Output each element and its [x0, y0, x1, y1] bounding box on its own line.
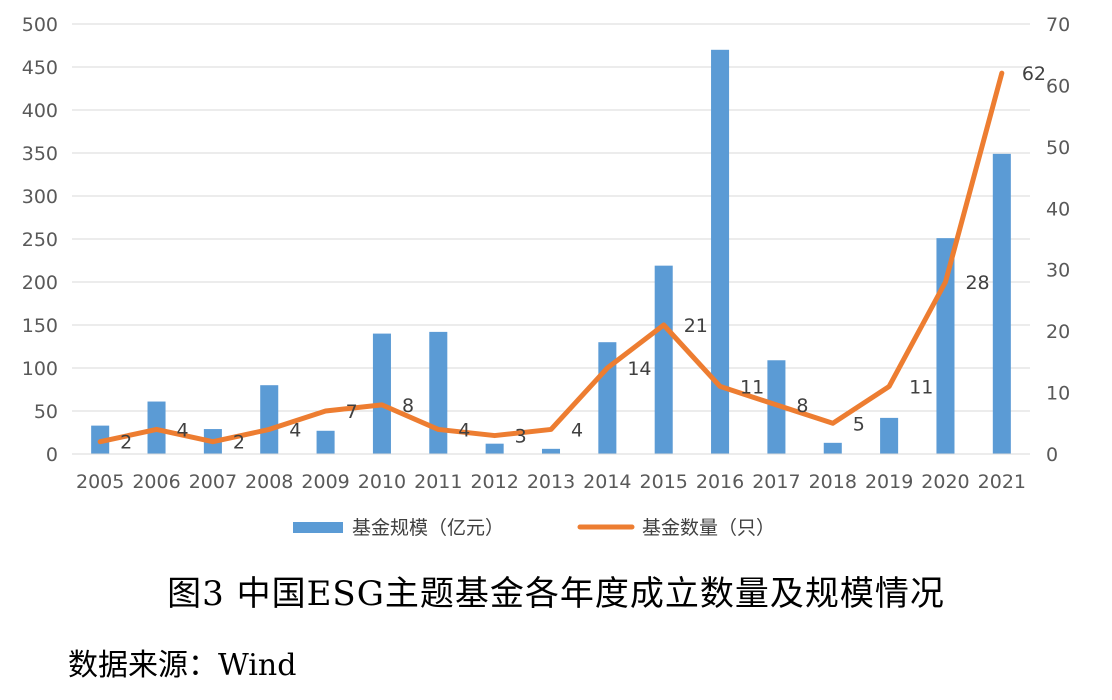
x-tick-label: 2006 [132, 471, 180, 493]
bar-2011 [429, 331, 448, 454]
x-tick-label: 2012 [470, 471, 518, 493]
y-right-tick-label: 0 [1046, 444, 1058, 466]
x-tick-label: 2017 [752, 471, 800, 493]
figure-caption: 图3 中国ESG主题基金各年度成立数量及规模情况 [167, 574, 945, 614]
bar-2018 [823, 442, 842, 454]
bar-2014 [598, 342, 617, 454]
data-source: 数据来源：Wind [68, 648, 297, 683]
line-data-label: 4 [571, 419, 583, 441]
y-left-tick-label: 250 [22, 229, 58, 251]
x-tick-label: 2019 [865, 471, 913, 493]
x-tick-label: 2020 [921, 471, 969, 493]
line-data-label: 4 [289, 419, 301, 441]
line-data-label: 2 [120, 432, 132, 454]
x-tick-label: 2021 [978, 471, 1026, 493]
bar-2010 [372, 333, 391, 454]
line-data-label: 14 [627, 358, 651, 380]
line-data-label: 5 [853, 413, 865, 435]
bar-2009 [316, 430, 335, 454]
bar-2015 [654, 265, 673, 454]
line-data-label: 62 [1022, 63, 1046, 85]
y-left-tick-label: 350 [22, 143, 58, 165]
x-tick-label: 2015 [640, 471, 688, 493]
y-left-tick-label: 450 [22, 57, 58, 79]
y-right-tick-label: 60 [1046, 75, 1070, 97]
line-data-label: 11 [740, 376, 764, 398]
line-data-label: 2 [233, 432, 245, 454]
x-tick-label: 2008 [245, 471, 293, 493]
y-left-tick-label: 0 [46, 444, 58, 466]
bar-2019 [880, 417, 899, 454]
bar-2008 [260, 385, 279, 454]
line-data-label: 11 [909, 376, 933, 398]
y-right-tick-label: 30 [1046, 260, 1070, 282]
x-tick-label: 2005 [76, 471, 124, 493]
y-left-tick-label: 500 [22, 14, 58, 36]
x-tick-label: 2010 [358, 471, 406, 493]
y-left-tick-label: 400 [22, 100, 58, 122]
x-tick-label: 2013 [527, 471, 575, 493]
y-left-tick-label: 300 [22, 186, 58, 208]
count-line [97, 70, 1005, 445]
chart-svg: 0501001502002503003504004505000102030405… [22, 14, 1070, 539]
x-tick-label: 2018 [809, 471, 857, 493]
bar-2012 [485, 443, 504, 454]
line-data-label: 8 [796, 395, 808, 417]
bar-2021 [992, 153, 1011, 455]
y-right-tick-label: 50 [1046, 137, 1070, 159]
legend-label-bar: 基金规模（亿元） [352, 517, 504, 539]
line-data-label: 7 [346, 401, 358, 423]
line-data-label: 21 [684, 315, 708, 337]
line-data-label: 4 [177, 419, 189, 441]
bar-2013 [541, 448, 561, 454]
y-left-tick-label: 150 [22, 315, 58, 337]
x-tick-label: 2014 [583, 471, 631, 493]
y-left-tick-label: 100 [22, 358, 58, 380]
line-data-label: 8 [402, 395, 414, 417]
chart: 0 50 100 150 200 250 300 350 400 450 500 0 10 20 30 40 5… [22, 14, 1070, 539]
x-tick-label: 2011 [414, 471, 462, 493]
y-right-tick-label: 40 [1046, 198, 1070, 220]
line-data-label: 28 [965, 272, 989, 294]
line-data-label: 3 [515, 426, 527, 448]
y-left-tick-label: 50 [34, 401, 58, 423]
line-data-label: 4 [458, 419, 470, 441]
y-right-tick-label: 70 [1046, 14, 1070, 36]
y-right-tick-label: 10 [1046, 383, 1070, 405]
y-left-tick-label: 200 [22, 272, 58, 294]
x-tick-label: 2007 [189, 471, 237, 493]
x-tick-label: 2009 [301, 471, 349, 493]
bar-2020 [936, 238, 955, 454]
y-right-tick-label: 20 [1046, 321, 1070, 343]
x-tick-label: 2016 [696, 471, 744, 493]
legend-label-line: 基金数量（只） [642, 517, 775, 539]
legend-swatch-bar [293, 522, 343, 533]
bar-2016 [711, 49, 730, 455]
